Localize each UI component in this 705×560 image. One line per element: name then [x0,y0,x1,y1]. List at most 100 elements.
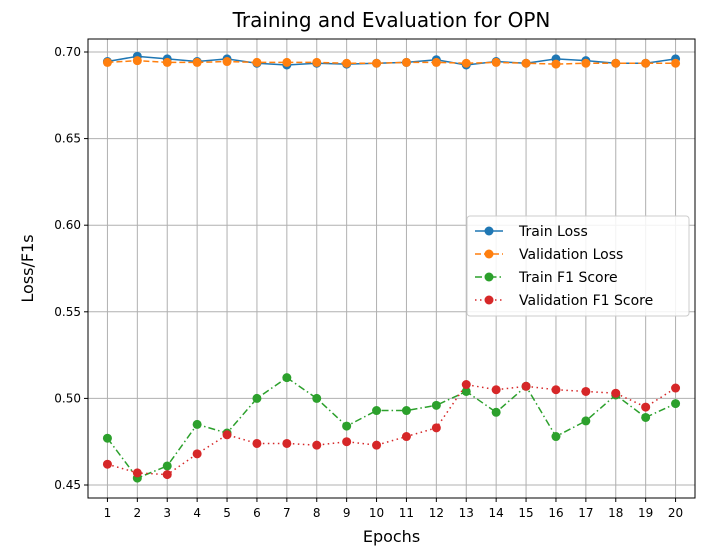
series-line [107,59,676,65]
data-point [671,58,681,68]
data-point [222,430,232,440]
x-tick-label: 4 [193,506,201,520]
y-tick-label: 0.60 [54,218,81,232]
data-point [551,59,561,69]
data-point [162,461,172,471]
legend: Train Loss Validation Loss Train F1 Score V… [466,215,690,317]
data-point [641,412,651,422]
data-point [282,438,292,448]
data-point [521,381,531,391]
legend-marker [484,226,494,236]
legend-marker [484,249,494,259]
data-point [461,386,471,396]
y-tick-label: 0.45 [54,478,81,492]
x-tick-label: 17 [578,506,593,520]
data-point [102,459,112,469]
x-tick-label: 18 [608,506,623,520]
data-point [641,58,651,68]
legend-label: Train Loss [518,224,588,240]
x-tick-label: 14 [489,506,504,520]
y-axis-title: Loss/F1s [18,234,37,302]
data-point [671,399,681,409]
series-group [102,51,681,483]
data-point [611,58,621,68]
data-point [671,383,681,393]
data-point [461,58,471,68]
y-tick-label: 0.65 [54,132,81,146]
data-point [431,57,441,67]
legend-label: Validation Loss [519,247,623,263]
x-tick-label: 6 [253,506,261,520]
data-point [581,58,591,68]
data-point [581,416,591,426]
data-point [192,449,202,459]
legend-item: Validation F1 Score [475,293,653,309]
data-point [401,406,411,416]
data-point [132,468,142,478]
legend-item: Train Loss [475,224,588,240]
series-validation-loss [102,56,681,69]
data-point [611,388,621,398]
data-point [132,56,142,66]
data-point [491,385,501,395]
x-tick-label: 16 [548,506,563,520]
x-tick-label: 2 [134,506,142,520]
x-tick-label: 13 [459,506,474,520]
x-tick-label: 9 [343,506,351,520]
data-point [162,57,172,67]
x-tick-label: 1 [104,506,112,520]
data-point [431,423,441,433]
x-tick-label: 11 [399,506,414,520]
data-point [372,58,382,68]
data-point [641,402,651,412]
data-point [252,438,262,448]
data-point [312,57,322,67]
data-point [282,57,292,67]
data-point [312,440,322,450]
data-point [282,373,292,383]
data-point [521,58,531,68]
data-point [162,470,172,480]
legend-label: Train F1 Score [518,270,618,286]
x-tick-label: 15 [518,506,533,520]
x-tick-label: 19 [638,506,653,520]
chart-title: Training and Evaluation for OPN [232,8,551,32]
x-tick-label: 12 [429,506,444,520]
x-axis-title: Epochs [363,527,420,546]
data-point [372,406,382,416]
y-tick-label: 0.55 [54,305,81,319]
legend-marker [484,272,494,282]
data-point [252,57,262,67]
data-point [312,393,322,403]
legend-marker [484,295,494,305]
data-point [491,407,501,417]
legend-item: Validation Loss [475,247,623,263]
x-tick-label: 3 [163,506,171,520]
data-point [342,58,352,68]
axes: 1 2 3 4 5 6 7 8 9 10 11 12 13 14 15 16 17 18 19 200.450.500… [54,45,683,520]
x-tick-label: 7 [283,506,291,520]
legend-label: Validation F1 Score [519,293,653,309]
data-point [491,57,501,67]
series-line [106,376,676,479]
data-point [342,437,352,447]
data-point [192,57,202,67]
data-point [551,385,561,395]
legend-item: Train F1 Score [475,270,618,286]
x-tick-label: 8 [313,506,321,520]
data-point [342,421,352,431]
data-point [102,433,112,443]
data-point [252,393,262,403]
data-point [431,400,441,410]
x-tick-label: 5 [223,506,231,520]
data-point [581,386,591,396]
y-tick-label: 0.50 [54,391,81,405]
data-point [461,380,471,390]
data-point [551,432,561,442]
x-tick-label: 10 [369,506,384,520]
series-validation-f1-score [102,380,681,480]
x-tick-label: 20 [668,506,683,520]
data-point [102,57,112,67]
